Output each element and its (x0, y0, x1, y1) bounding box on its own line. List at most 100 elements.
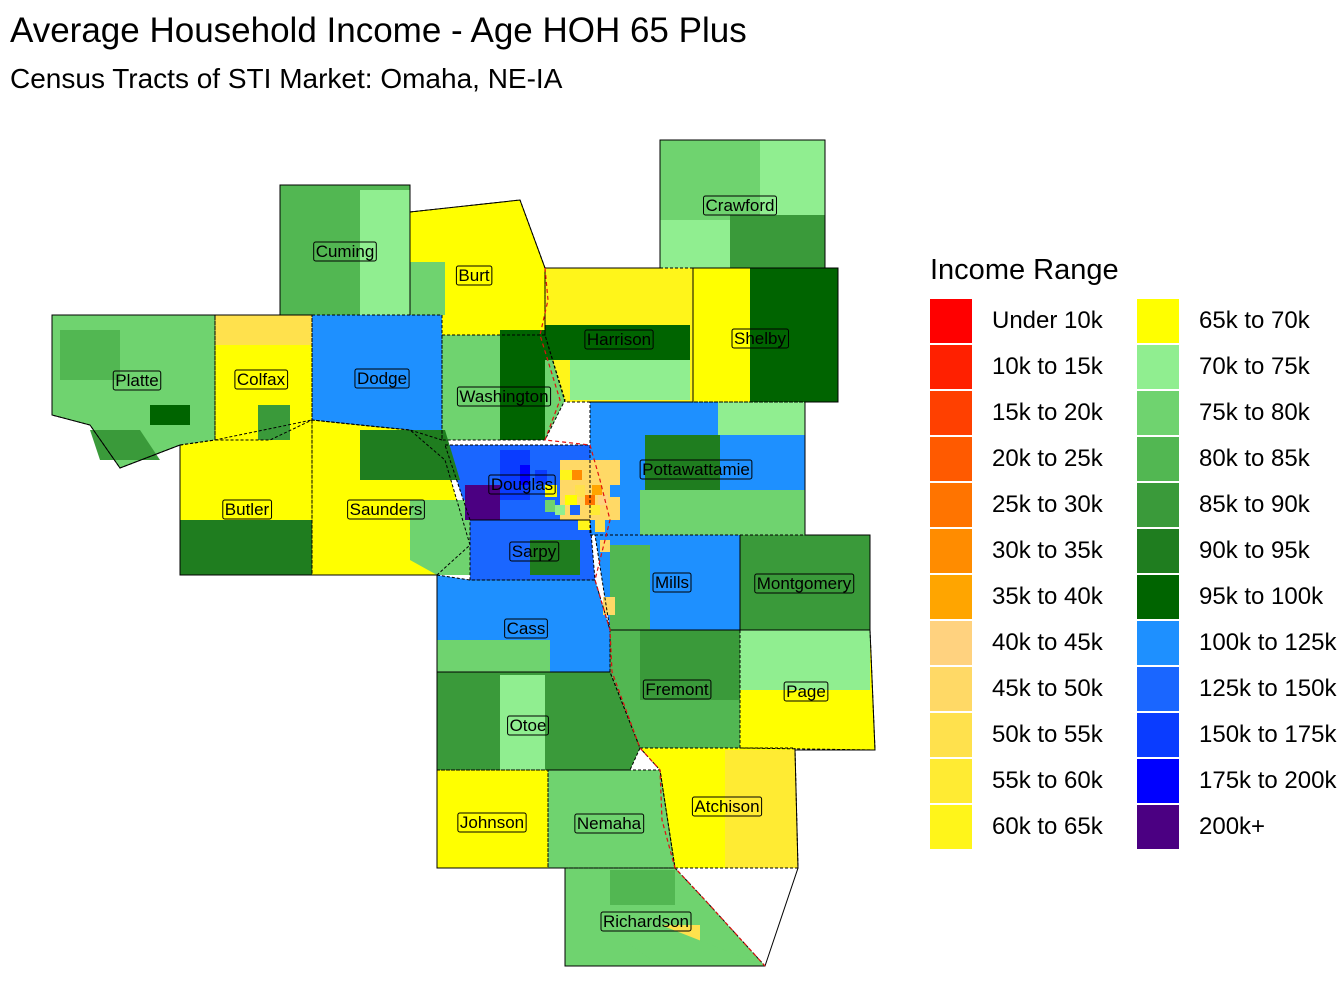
county-label-box (754, 573, 855, 594)
census-tract (545, 500, 555, 512)
county-label-text: Richardson (603, 912, 689, 931)
census-tract (610, 870, 675, 905)
legend-item: 15k to 20k (930, 390, 1125, 436)
census-tract (645, 435, 720, 490)
legend-swatch (930, 805, 972, 849)
county-boundary-otoe (436, 671, 641, 771)
legend-label: 35k to 40k (992, 583, 1103, 610)
county-label-otoe: Otoe (507, 715, 549, 736)
legend-swatch (1137, 575, 1179, 619)
legend-swatch (1137, 299, 1179, 343)
county-label-box (457, 812, 527, 833)
county-label-box (731, 328, 789, 349)
county-label-atchison: Atchison (691, 796, 763, 817)
legend-label: 60k to 65k (992, 813, 1103, 840)
census-tract (660, 140, 760, 220)
census-tract (258, 405, 290, 440)
census-tract (180, 520, 312, 575)
census-tract (582, 475, 592, 485)
legend-swatch (1137, 391, 1179, 435)
county-label-text: Burt (458, 266, 489, 285)
census-tract (595, 520, 605, 532)
legend-swatch (1137, 805, 1179, 849)
county-label-box (456, 386, 552, 407)
county-label-box (222, 499, 273, 520)
census-tract (500, 675, 545, 770)
legend-item: 125k to 150k (1137, 666, 1336, 712)
legend-label: Under 10k (992, 307, 1103, 334)
county-label-text: Fremont (645, 680, 709, 699)
county-boundary-sarpy (469, 519, 596, 581)
county-label-box (112, 370, 162, 391)
census-tract (602, 505, 612, 515)
legend-item: 95k to 100k (1137, 574, 1336, 620)
legend-item: 75k to 80k (1137, 390, 1336, 436)
county-label-text: Washington (459, 387, 548, 406)
census-tract (215, 315, 312, 345)
legend-item: 25k to 30k (930, 482, 1125, 528)
legend-label: 125k to 150k (1199, 675, 1337, 702)
census-tract (740, 630, 870, 690)
county-label-box (507, 715, 549, 736)
census-tract (592, 485, 602, 495)
legend-item: 20k to 25k (930, 436, 1125, 482)
census-tract (730, 215, 825, 268)
map-title: Average Household Income - Age HOH 65 Pl… (10, 11, 747, 50)
legend-label: 45k to 50k (992, 675, 1103, 702)
county-label-box (504, 618, 548, 639)
county-label-text: Dodge (357, 369, 407, 388)
county-label-crawford: Crawford (703, 195, 777, 216)
legend-label: 25k to 30k (992, 491, 1103, 518)
county-label-text: Crawford (706, 196, 775, 215)
census-tract (750, 268, 838, 402)
census-tract (530, 540, 580, 575)
census-tract (360, 190, 410, 315)
legend-item: Under 10k (930, 298, 1125, 344)
census-tract (565, 495, 577, 505)
county-fill-dodge (312, 315, 442, 440)
county-label-box (703, 195, 777, 216)
census-tract (500, 330, 545, 440)
county-label-pottawattamie: Pottawattamie (639, 459, 753, 480)
county-label-page: Page (783, 681, 829, 702)
census-tract (535, 470, 547, 484)
legend-swatch (930, 667, 972, 711)
legend-label: 55k to 60k (992, 767, 1103, 794)
legend-item: 60k to 65k (930, 804, 1125, 850)
legend-label: 30k to 35k (992, 537, 1103, 564)
county-label-text: Montgomery (757, 574, 852, 593)
legend-item: 35k to 40k (930, 574, 1125, 620)
county-boundary-shelby (692, 267, 839, 403)
legend-label: 10k to 15k (992, 353, 1103, 380)
county-fill-johnson (437, 770, 548, 868)
tract-layer (52, 140, 875, 966)
county-label-box (354, 368, 410, 389)
legend-label: 20k to 25k (992, 445, 1103, 472)
county-label-text: Cuming (316, 242, 375, 261)
state-boundary-layer (539, 267, 766, 967)
county-label-text: Butler (225, 500, 270, 519)
legend-label: 80k to 85k (1199, 445, 1310, 472)
census-tract (610, 545, 650, 630)
county-label-nemaha: Nemaha (574, 813, 645, 834)
legend-swatch (930, 529, 972, 573)
census-tract (570, 360, 690, 400)
county-label-text: Pottawattamie (642, 460, 750, 479)
census-tract (575, 485, 585, 497)
census-tract (610, 485, 620, 497)
legend-swatch (930, 621, 972, 665)
census-tract (570, 505, 580, 515)
county-label-text: Platte (115, 371, 158, 390)
county-label-layer: Platte Colfax Cuming Burt Dodge Washington Har… (112, 195, 855, 932)
county-boundary-richardson (564, 867, 767, 967)
county-label-cuming: Cuming (313, 241, 377, 262)
county-label-box (509, 541, 560, 562)
census-tract (740, 535, 870, 600)
legend-swatch (1137, 437, 1179, 481)
census-tract (437, 672, 500, 770)
county-label-harrison: Harrison (584, 329, 654, 350)
county-label-box (652, 572, 692, 593)
county-label-text: Page (786, 682, 826, 701)
legend-item: 175k to 200k (1137, 758, 1336, 804)
legend-swatch (930, 713, 972, 757)
